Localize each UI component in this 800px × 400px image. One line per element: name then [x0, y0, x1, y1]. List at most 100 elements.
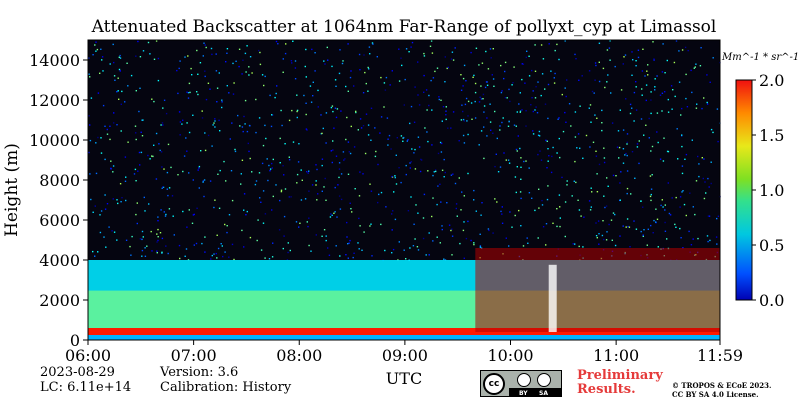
noise-cell	[554, 72, 556, 75]
noise-cell	[652, 41, 654, 43]
noise-cell	[595, 150, 597, 152]
noise-cell	[561, 176, 563, 179]
noise-cell	[163, 168, 165, 170]
noise-cell	[166, 188, 168, 190]
noise-cell	[404, 78, 406, 81]
noise-cell	[167, 194, 169, 197]
noise-cell	[520, 225, 522, 227]
noise-cell	[486, 135, 488, 137]
noise-cell	[409, 247, 411, 249]
noise-cell	[141, 119, 143, 121]
noise-cell	[642, 206, 644, 208]
noise-cell	[501, 222, 504, 224]
cc-license-badge[interactable]: cc BY SA	[480, 370, 562, 397]
noise-cell	[483, 157, 485, 160]
noise-cell	[716, 217, 718, 220]
noise-cell	[488, 229, 490, 232]
noise-cell	[304, 198, 307, 200]
noise-cell	[524, 82, 526, 84]
noise-cell	[263, 84, 265, 87]
noise-cell	[156, 233, 158, 235]
noise-cell	[509, 100, 511, 103]
noise-cell	[317, 89, 319, 92]
noise-cell	[202, 55, 204, 57]
noise-cell	[462, 229, 465, 232]
noise-cell	[288, 196, 290, 198]
noise-cell	[347, 141, 350, 143]
noise-cell	[576, 147, 578, 149]
noise-cell	[353, 252, 355, 254]
noise-cell	[407, 210, 410, 212]
noise-cell	[443, 158, 445, 161]
noise-cell	[489, 48, 492, 50]
noise-cell	[246, 130, 249, 133]
noise-cell	[610, 219, 613, 221]
noise-cell	[332, 140, 334, 142]
noise-cell	[247, 142, 249, 145]
noise-cell	[559, 156, 561, 159]
noise-cell	[184, 56, 186, 58]
noise-cell	[266, 158, 268, 160]
noise-cell	[142, 236, 144, 238]
noise-cell	[118, 56, 120, 58]
noise-cell	[159, 232, 162, 234]
noise-cell	[134, 125, 137, 127]
noise-cell	[593, 92, 595, 94]
noise-cell	[358, 195, 361, 197]
noise-cell	[445, 106, 447, 108]
noise-cell	[574, 53, 576, 56]
noise-cell	[184, 255, 186, 257]
noise-cell	[664, 230, 667, 232]
noise-cell	[661, 110, 663, 112]
noise-cell	[640, 118, 643, 120]
noise-cell	[538, 188, 540, 190]
noise-cell	[592, 141, 595, 143]
noise-cell	[537, 81, 539, 83]
noise-cell	[627, 225, 629, 228]
noise-cell	[479, 96, 481, 98]
noise-cell	[448, 224, 451, 226]
noise-cell	[197, 93, 199, 96]
noise-cell	[414, 168, 417, 170]
noise-cell	[707, 215, 710, 217]
noise-cell	[429, 45, 432, 47]
noise-cell	[405, 48, 408, 50]
noise-cell	[518, 103, 520, 105]
noise-cell	[673, 61, 676, 64]
noise-cell	[131, 235, 133, 238]
noise-cell	[89, 139, 92, 142]
noise-cell	[611, 239, 613, 241]
noise-cell	[298, 226, 300, 228]
noise-cell	[425, 254, 427, 256]
noise-cell	[113, 75, 116, 77]
noise-cell	[478, 144, 480, 146]
noise-cell	[189, 91, 191, 94]
x-tick-label: 07:00	[171, 346, 217, 365]
noise-cell	[370, 107, 373, 109]
noise-cell	[118, 68, 121, 71]
noise-cell	[152, 155, 154, 158]
noise-cell	[177, 174, 179, 176]
noise-cell	[168, 208, 171, 210]
noise-cell	[577, 199, 579, 201]
noise-cell	[691, 139, 693, 141]
noise-cell	[494, 110, 496, 113]
noise-cell	[88, 115, 90, 117]
noise-cell	[325, 199, 327, 201]
noise-cell	[218, 72, 220, 74]
noise-cell	[90, 198, 92, 201]
noise-cell	[482, 93, 485, 96]
noise-cell	[423, 52, 425, 55]
noise-cell	[327, 247, 329, 249]
noise-cell	[428, 254, 430, 256]
noise-cell	[372, 43, 374, 45]
noise-cell	[633, 120, 635, 122]
noise-cell	[666, 150, 669, 153]
noise-cell	[406, 140, 408, 142]
noise-cell	[475, 47, 478, 49]
noise-cell	[113, 61, 115, 64]
noise-cell	[241, 126, 244, 128]
noise-cell	[226, 52, 228, 54]
noise-cell	[618, 157, 620, 159]
noise-cell	[411, 41, 414, 44]
